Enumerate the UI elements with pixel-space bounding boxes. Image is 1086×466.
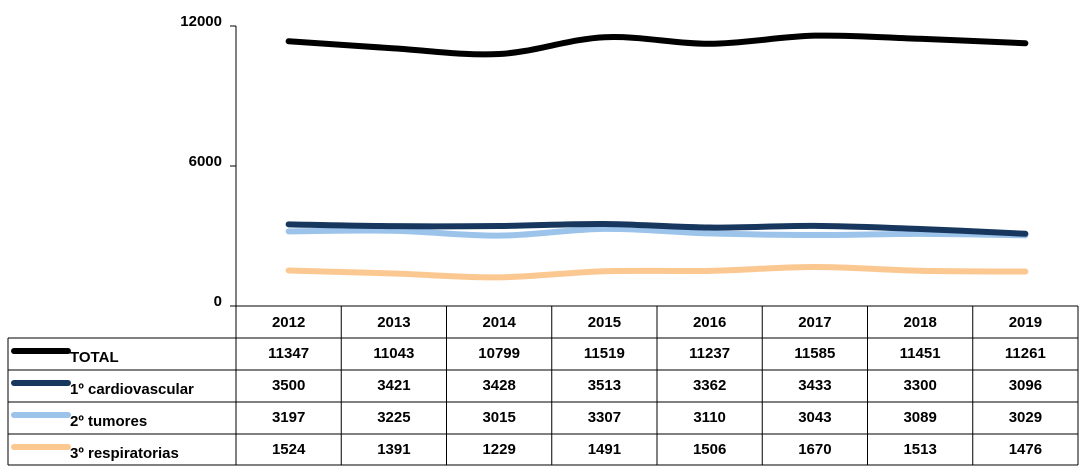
table-value: 1506	[693, 441, 726, 458]
table-value: 1513	[903, 441, 936, 458]
table-value: 11585	[794, 345, 835, 362]
table-value: 3433	[798, 377, 831, 394]
table-value: 3043	[798, 409, 831, 426]
table-value: 1670	[798, 441, 831, 458]
table-value: 3015	[482, 409, 515, 426]
table-value: 1229	[482, 441, 515, 458]
table-value: 11347	[268, 345, 309, 362]
x-tick-label: 2014	[482, 314, 516, 331]
x-tick-label: 2013	[377, 314, 410, 331]
series-line	[285, 32, 1029, 58]
y-tick-label: 12000	[180, 13, 222, 30]
y-tick-label: 6000	[189, 153, 222, 170]
table-value: 11043	[373, 345, 414, 362]
x-tick-label: 2019	[1009, 314, 1042, 331]
x-tick-label: 2018	[903, 314, 936, 331]
table-value: 3421	[377, 377, 410, 394]
table-value: 3513	[588, 377, 621, 394]
table-value: 3089	[903, 409, 936, 426]
legend-label: 2º tumores	[70, 413, 147, 430]
table-value: 1476	[1009, 441, 1042, 458]
x-tick-label: 2015	[588, 314, 621, 331]
y-tick-label: 0	[214, 293, 222, 310]
table-value: 3029	[1009, 409, 1042, 426]
series-line	[285, 225, 1029, 239]
table-value: 3500	[272, 377, 305, 394]
table-value: 3225	[377, 409, 410, 426]
table-value: 3362	[693, 377, 726, 394]
table-value: 1524	[272, 441, 306, 458]
table-value: 1491	[588, 441, 621, 458]
table-value: 3428	[482, 377, 515, 394]
legend-label: 1º cardiovascular	[70, 381, 194, 398]
table-value: 3300	[903, 377, 936, 394]
table-value: 3096	[1009, 377, 1042, 394]
series-line	[285, 221, 1029, 237]
x-tick-label: 2016	[693, 314, 726, 331]
table-value: 11451	[900, 345, 941, 362]
series-line	[285, 264, 1029, 281]
table-value: 1391	[377, 441, 410, 458]
table-value: 11519	[584, 345, 625, 362]
table-value: 3110	[693, 409, 726, 426]
table-value: 10799	[478, 345, 520, 362]
legend-label: 3º respiratorias	[70, 445, 179, 462]
legend-label: TOTAL	[70, 349, 119, 366]
table-value: 11261	[1005, 345, 1046, 362]
table-value: 3197	[272, 409, 305, 426]
x-tick-label: 2012	[272, 314, 305, 331]
x-tick-label: 2017	[798, 314, 831, 331]
table-value: 11237	[689, 345, 730, 362]
table-value: 3307	[588, 409, 621, 426]
